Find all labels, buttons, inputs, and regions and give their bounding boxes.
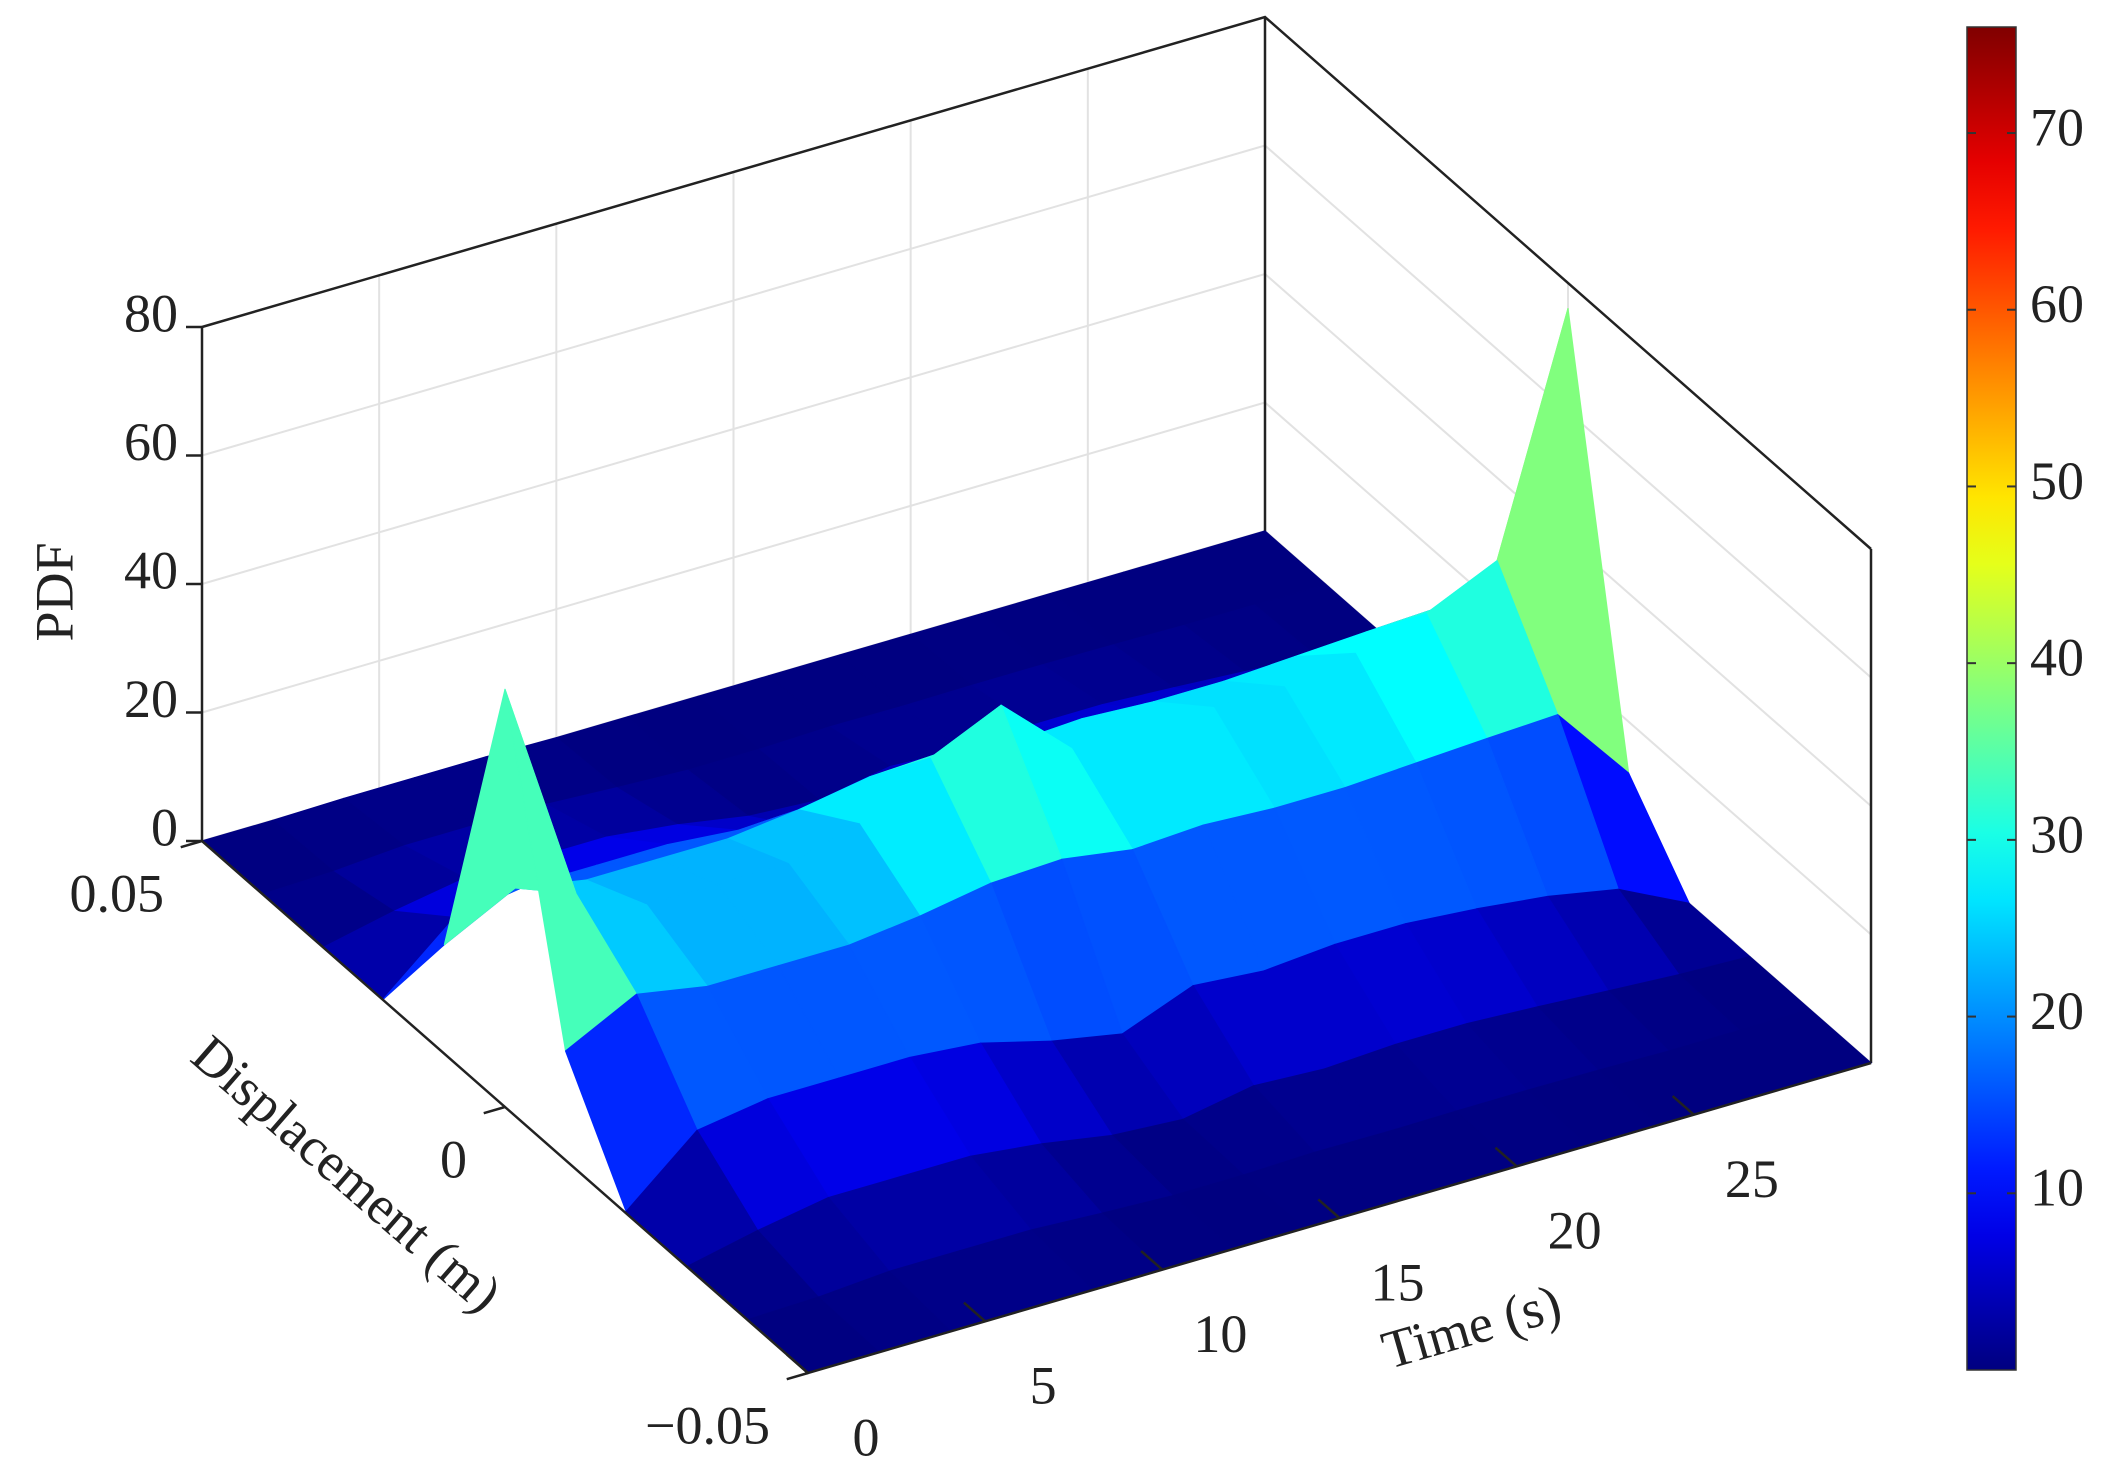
x-tick-label: 5 — [1030, 1356, 1057, 1416]
x-tick — [1671, 1095, 1695, 1116]
y-tick — [180, 839, 203, 849]
z-axis-label: PDF — [24, 542, 84, 641]
x-tick-label: 25 — [1725, 1149, 1779, 1209]
x-tick — [963, 1301, 986, 1323]
x-tick-label: 15 — [1371, 1252, 1425, 1312]
colorbar-axis: 10 20 30 40 50 60 70 — [1967, 97, 2084, 1218]
surface — [201, 308, 1872, 1374]
colorbar-tick-label: 60 — [2030, 274, 2084, 334]
colorbar-tick-label: 20 — [2030, 981, 2084, 1041]
y-tick-label: 0.05 — [70, 863, 165, 923]
x-tick — [1140, 1250, 1164, 1271]
z-tick-label: 60 — [124, 412, 178, 472]
y-tick-label: −0.05 — [645, 1395, 770, 1455]
y-tick-label: 0 — [440, 1129, 467, 1189]
colorbar-tick-label: 70 — [2030, 97, 2084, 157]
x-tick-label: 20 — [1548, 1201, 1602, 1261]
z-tick-label: 20 — [124, 669, 178, 729]
x-tick-label: 0 — [853, 1407, 880, 1467]
z-tick-label: 40 — [124, 540, 178, 600]
x-tick — [1317, 1198, 1341, 1219]
z-tick-label: 0 — [151, 797, 178, 857]
x-tick — [1494, 1146, 1518, 1168]
colorbar-tick-label: 40 — [2030, 628, 2084, 688]
colorbar-tick-label: 10 — [2030, 1158, 2084, 1218]
z-tick-label: 80 — [124, 283, 178, 343]
x-tick — [785, 1353, 809, 1374]
colorbar-tick-label: 50 — [2030, 451, 2084, 511]
x-tick-label: 10 — [1193, 1304, 1247, 1364]
y-tick — [483, 1105, 506, 1115]
y-tick — [786, 1371, 809, 1381]
colorbar-tick-label: 30 — [2030, 804, 2084, 864]
colorbar — [1966, 26, 2017, 1371]
